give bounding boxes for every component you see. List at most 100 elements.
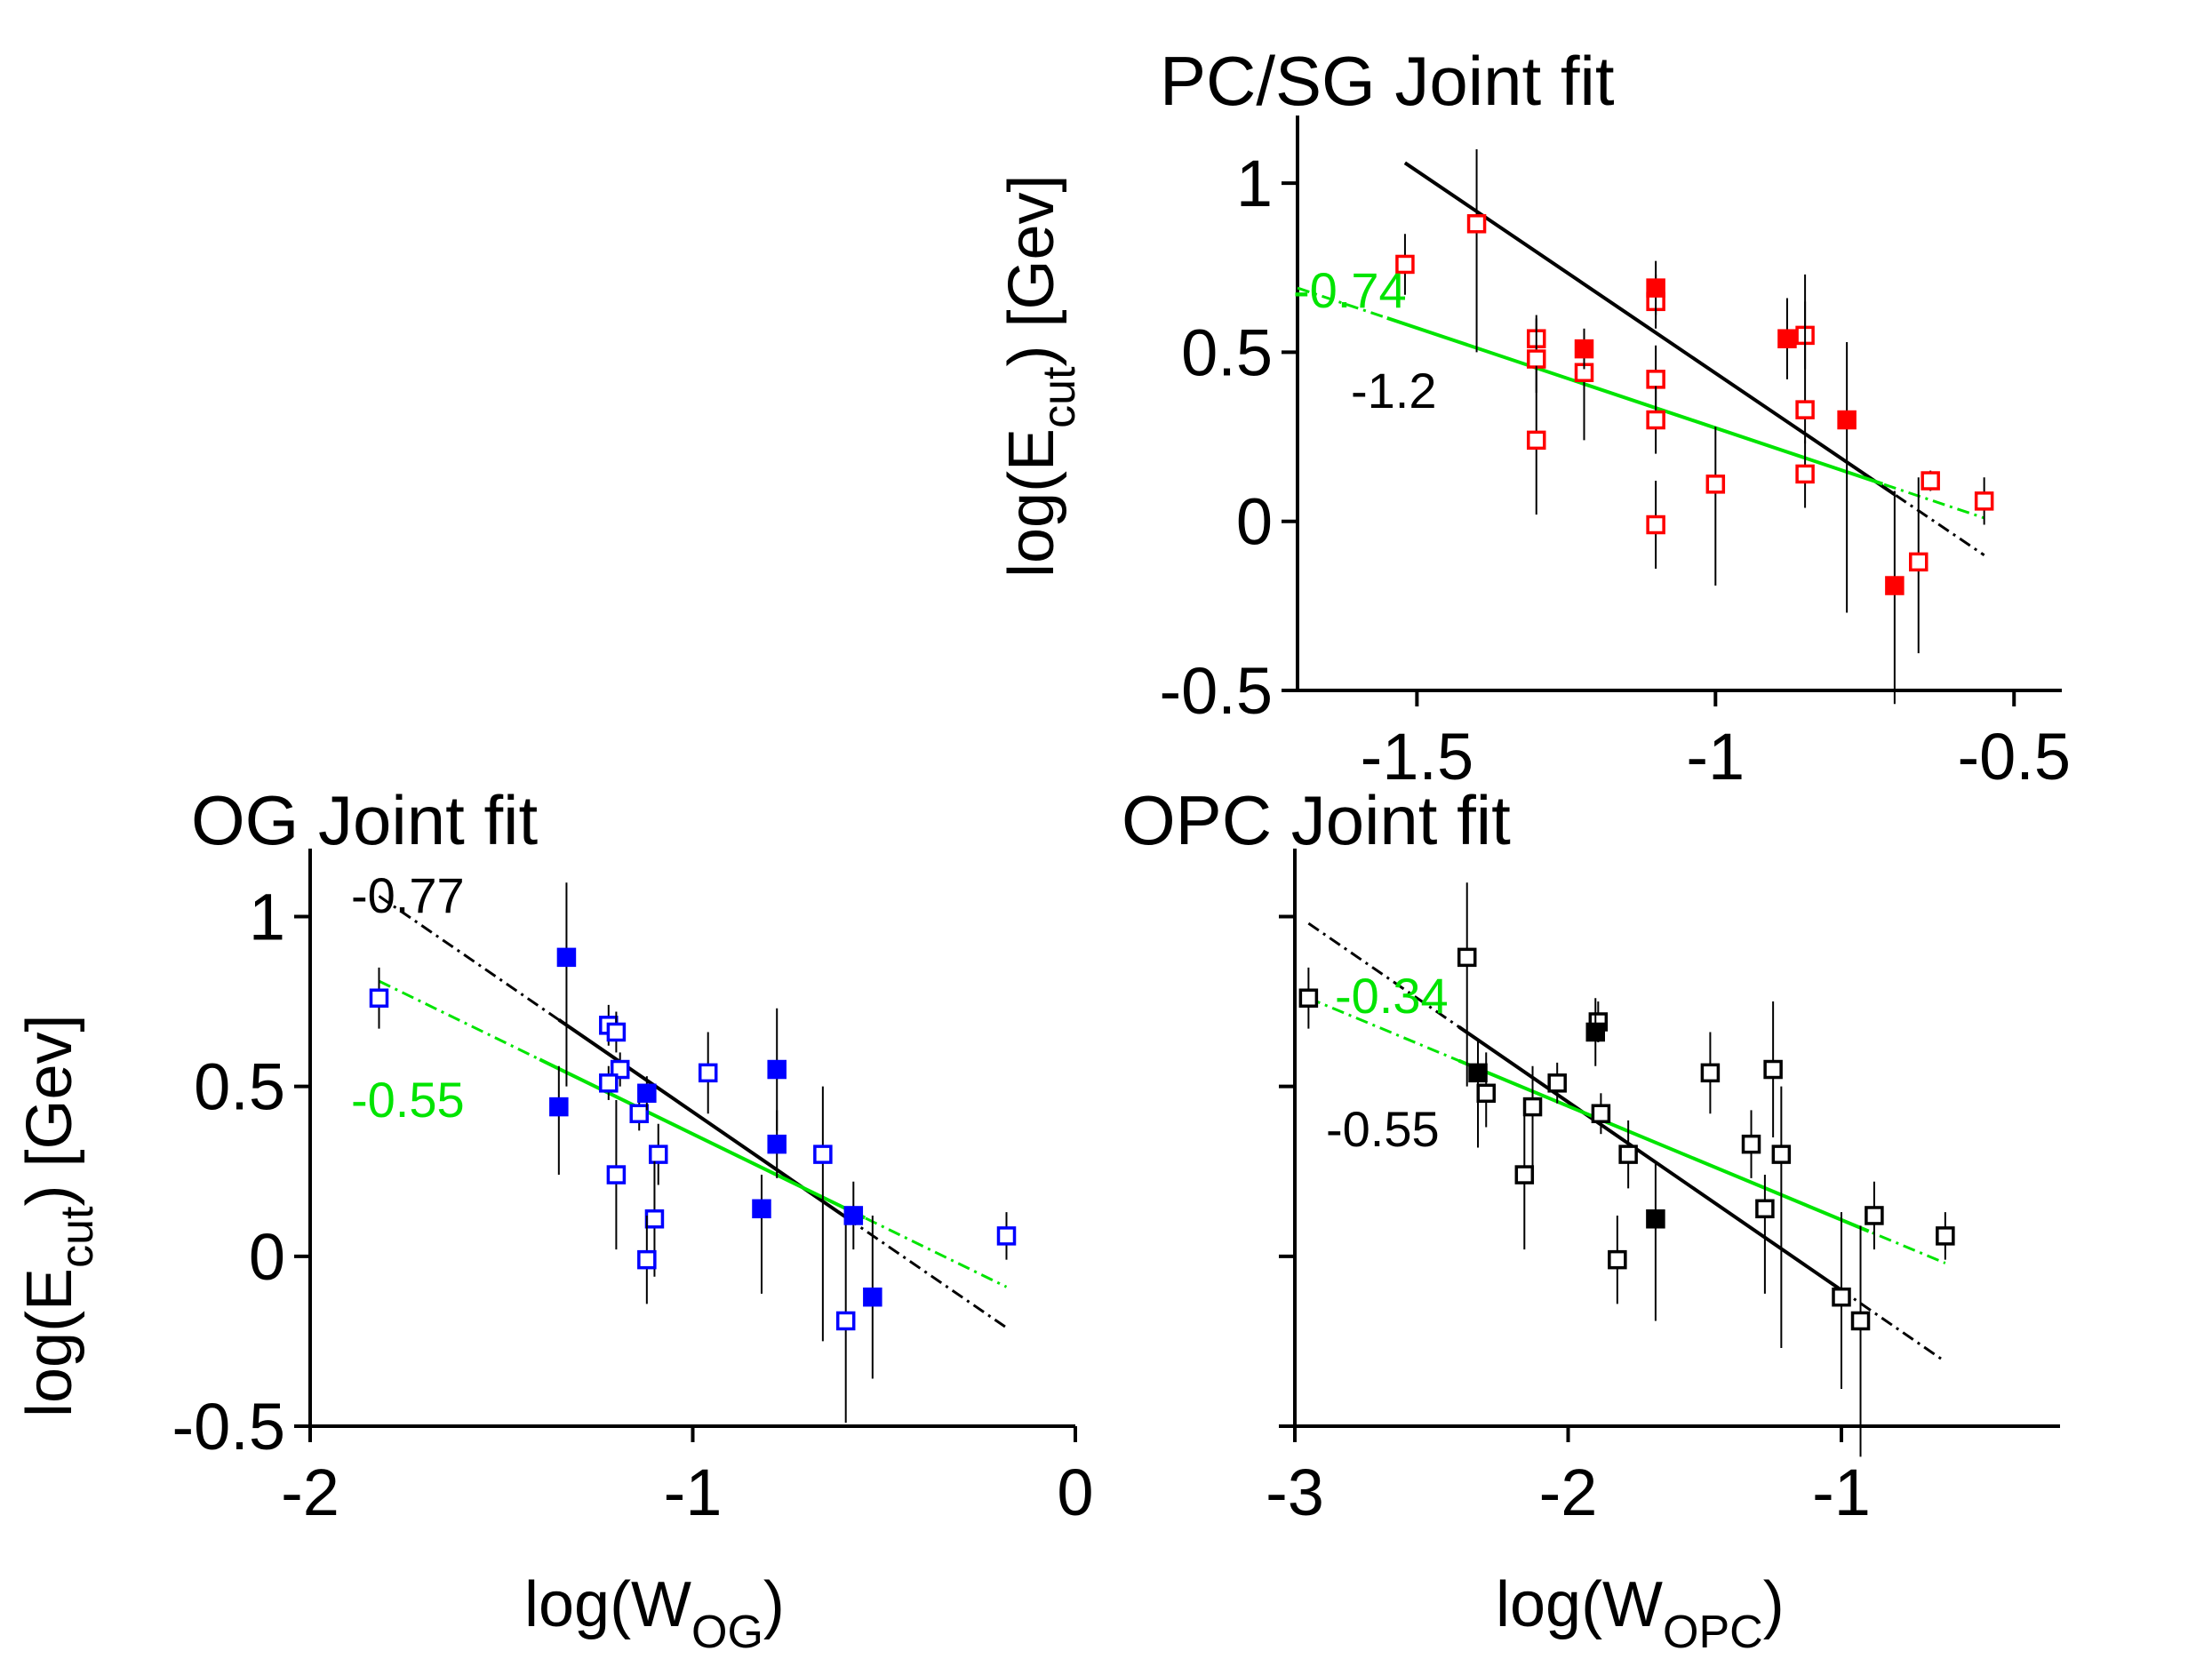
og-open-point [599, 1073, 619, 1093]
opc-green-slope-label: -0.34 [1335, 968, 1449, 1024]
pcsg-filled-point [1646, 278, 1665, 298]
og-green-slope-label: -0.55 [351, 1072, 465, 1128]
opc-open-point [1700, 1063, 1721, 1083]
pcsg-y-tick-label: 0 [1236, 485, 1273, 559]
og-open-point [610, 1059, 630, 1080]
og-x-axis-label: log(WOG) [524, 1569, 785, 1658]
panel-opc-joint-fit: OPC Joint fit -3 -2 -1 log(WOPC) -0.55 -0.… [1122, 781, 2060, 1658]
og-open-point [606, 1165, 627, 1184]
pcsg-open-point [1921, 471, 1940, 491]
pcsg-open-point [1646, 514, 1665, 535]
og-y-tick-label: 1 [249, 880, 285, 953]
opc-open-point [1832, 1287, 1851, 1307]
pcsg-open-point [1795, 400, 1815, 419]
opc-x-axis-label: log(WOPC) [1496, 1569, 1785, 1658]
og-y-tick-label: -0.5 [172, 1390, 285, 1464]
og-y-axis-label: log(Ecut) [Gev] [14, 1014, 103, 1417]
pcsg-y-axis-label: log(Ecut) [Gev] [996, 174, 1085, 578]
pcsg-open-point [1395, 254, 1415, 275]
og-filled-point [767, 1059, 787, 1080]
og-open-point [629, 1104, 649, 1123]
opc-x-tick-label: -2 [1539, 1456, 1598, 1529]
opc-plot-area: -3 -2 -1 [1266, 849, 2060, 1529]
opc-open-point [1457, 947, 1477, 968]
pcsg-y-tick-label: 1 [1236, 147, 1273, 220]
pcsg-open-point [1527, 430, 1546, 451]
opc-open-point [1763, 1059, 1783, 1080]
pcsg-filled-point [1777, 329, 1797, 348]
opc-green-fit-line [1457, 1058, 1870, 1233]
og-filled-point [752, 1199, 771, 1219]
og-green-fit-line [539, 1057, 866, 1220]
pcsg-open-point [1646, 410, 1665, 430]
opc-filled-point [1585, 1022, 1605, 1042]
pcsg-open-point [1795, 464, 1815, 484]
pcsg-open-point [1909, 552, 1929, 572]
pcsg-green-fit-line [1386, 315, 1884, 486]
og-open-point [644, 1209, 665, 1229]
og-filled-point [843, 1206, 864, 1225]
opc-black-fit-line [1457, 1025, 1843, 1292]
pcsg-black-slope-label: -1.2 [1351, 363, 1437, 419]
og-open-point [835, 1311, 856, 1331]
opc-x-tick-label: -3 [1266, 1456, 1324, 1529]
og-black-slope-label: -0.77 [351, 867, 465, 923]
og-x-tick-label: -2 [281, 1456, 339, 1529]
og-filled-point [549, 1097, 569, 1117]
opc-open-point [1755, 1199, 1775, 1219]
pcsg-plot-area: -1.5 -1 -0.5 -0.5 0 0.5 1 [1159, 116, 2071, 794]
og-filled-point [637, 1083, 657, 1104]
panel-og-joint-fit: OG Joint fit -2 -1 0 -0.5 0 0.5 1 log(Ecut) [G… [14, 781, 1094, 1658]
og-x-tick-label: 0 [1057, 1456, 1093, 1529]
opc-open-point [1522, 1097, 1543, 1117]
opc-open-point [1865, 1206, 1884, 1225]
pcsg-y-tick-label: 0.5 [1181, 315, 1273, 389]
pcsg-open-point [1527, 349, 1546, 369]
pcsg-filled-point [1885, 576, 1905, 595]
og-open-point [698, 1063, 718, 1083]
pcsg-green-slope-label: -0.74 [1293, 262, 1407, 318]
og-x-tick-label: -1 [664, 1456, 723, 1529]
og-filled-point [863, 1287, 882, 1307]
opc-open-point [1741, 1134, 1761, 1154]
opc-open-point [1591, 1104, 1611, 1123]
panel-pcsg-joint-fit: PC/SG Joint fit -1.5 -1 -0.5 -0.5 0 0.5 1 log(… [996, 42, 2071, 794]
og-open-point [606, 1022, 627, 1042]
pcsg-open-point [1974, 491, 1994, 511]
opc-open-point [1547, 1073, 1567, 1093]
opc-open-point [1514, 1165, 1535, 1184]
pcsg-filled-point [1574, 339, 1594, 359]
opc-black-slope-label: -0.55 [1326, 1101, 1440, 1157]
pcsg-x-tick-label: -0.5 [1957, 720, 2071, 794]
pcsg-open-point [1705, 475, 1726, 494]
og-filled-point [556, 947, 577, 968]
panel-title-pcsg: PC/SG Joint fit [1160, 42, 1615, 120]
opc-open-point [1771, 1145, 1792, 1164]
opc-filled-point [1646, 1209, 1665, 1229]
opc-open-point [1936, 1226, 1955, 1246]
panel-title-og: OG Joint fit [191, 781, 538, 859]
opc-open-point [1298, 988, 1319, 1008]
og-open-point [813, 1145, 833, 1164]
panel-title-opc: OPC Joint fit [1122, 781, 1511, 859]
og-y-tick-label: 0.5 [194, 1050, 285, 1124]
og-plot-area: -2 -1 0 -0.5 0 0.5 1 [172, 849, 1094, 1529]
opc-open-point [1476, 1083, 1496, 1104]
pcsg-open-point [1466, 214, 1487, 234]
og-filled-point [767, 1134, 787, 1154]
pcsg-y-tick-label: -0.5 [1159, 654, 1273, 728]
opc-x-tick-label: -1 [1812, 1456, 1871, 1529]
opc-open-point [1608, 1249, 1627, 1270]
og-open-point [649, 1145, 668, 1164]
opc-open-point [1618, 1145, 1638, 1164]
opc-filled-point [1468, 1063, 1488, 1083]
pcsg-x-tick-label: -1.5 [1361, 720, 1474, 794]
pcsg-filled-point [1837, 410, 1857, 430]
og-y-tick-label: 0 [249, 1220, 285, 1294]
og-open-point [637, 1249, 657, 1270]
pcsg-open-point [1646, 370, 1665, 389]
pcsg-x-tick-label: -1 [1686, 720, 1745, 794]
og-open-point [996, 1226, 1017, 1246]
